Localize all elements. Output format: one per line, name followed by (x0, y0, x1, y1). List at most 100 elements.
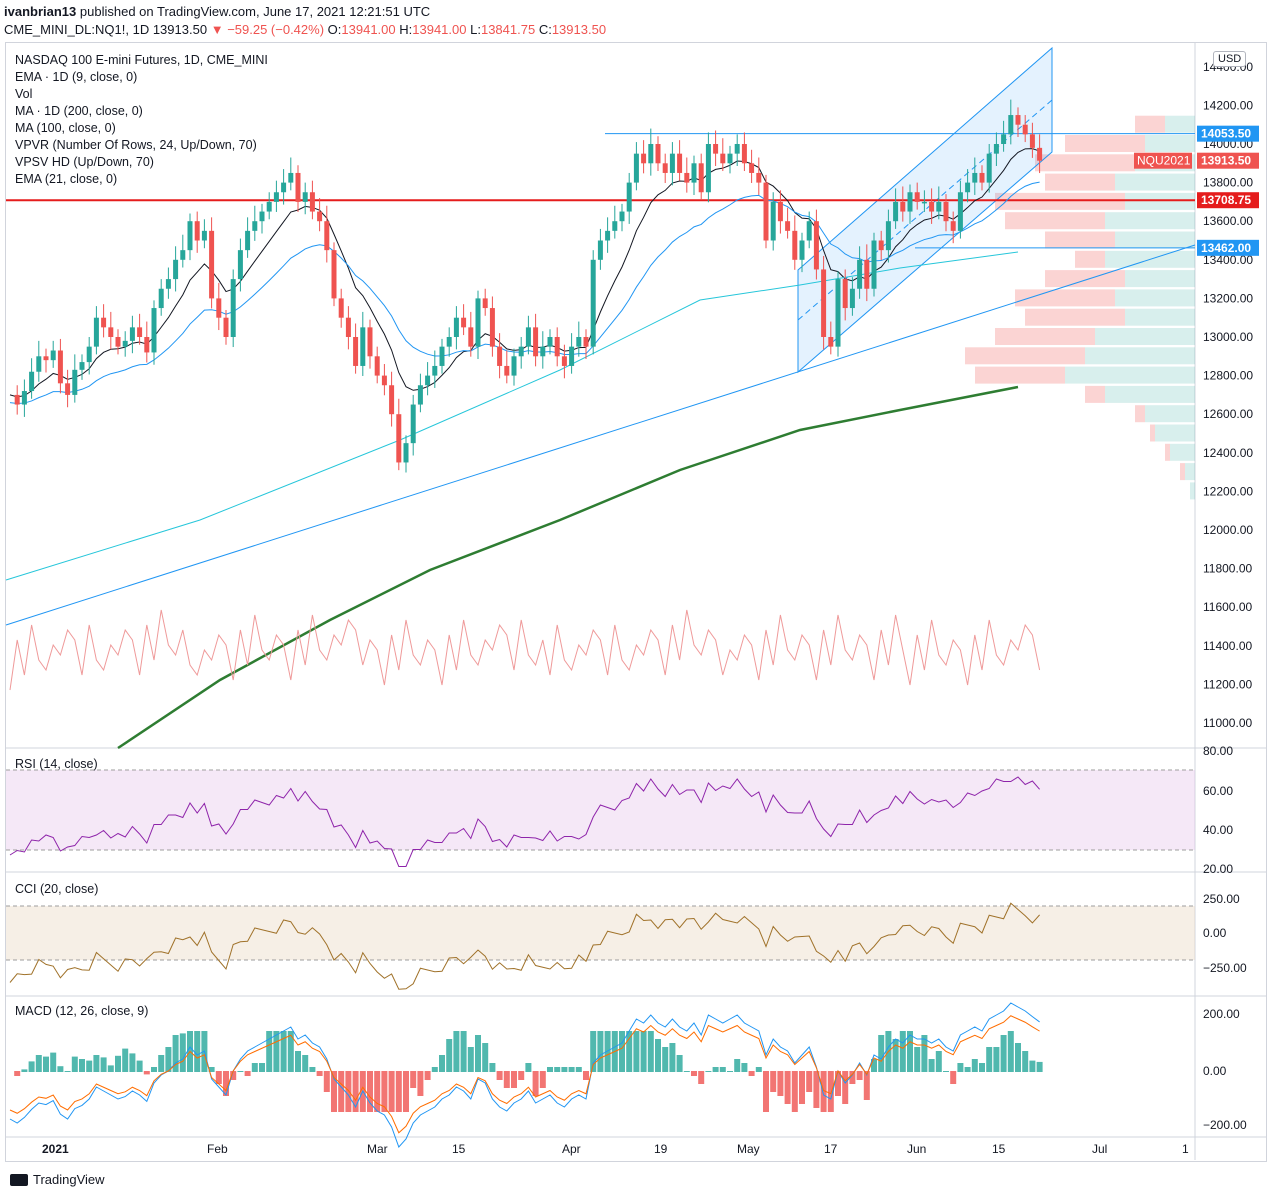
vpvr-down-bar (1015, 289, 1115, 307)
candle-body (475, 298, 481, 347)
candle-body (590, 259, 596, 347)
vpvr-down-bar (1045, 231, 1115, 249)
published-text: published on TradingView.com, June 17, 2… (79, 4, 431, 19)
vpvr-down-bar (995, 192, 1125, 210)
candle-body (482, 298, 488, 309)
cci-pane-title[interactable]: CCI (20, close) (15, 882, 99, 896)
macd-hist-bar (979, 1063, 985, 1072)
macd-hist-bar (986, 1047, 993, 1072)
macd-pane-title[interactable]: MACD (12, 26, close, 9) (15, 1004, 149, 1018)
legend-vpvr[interactable]: VPVR (Number Of Rows, 24, Up/Down, 70) (15, 138, 257, 152)
candle-body (180, 250, 186, 260)
macd-hist-bar (626, 1031, 633, 1072)
candle-body (655, 144, 661, 164)
vpvr-up-bar (1165, 115, 1195, 133)
tradingview-brand: TradingView (33, 1172, 105, 1187)
candle-body (511, 356, 517, 376)
legend-ma100[interactable]: MA (100, close, 0) (15, 121, 116, 135)
candle-body (792, 230, 798, 260)
candle-body (972, 172, 978, 183)
candle-body (813, 221, 819, 270)
candle-body (777, 201, 783, 222)
candle-body (309, 192, 315, 212)
macd-hist-bar (345, 1071, 352, 1112)
rsi-tick: 20.00 (1203, 862, 1233, 876)
candle-body (583, 337, 589, 347)
low-label: L: (470, 22, 481, 37)
ma100-line (5, 251, 1019, 581)
legend-ema9[interactable]: EMA · 1D (9, close, 0) (15, 70, 138, 84)
time-tick-label: Jun (907, 1142, 926, 1156)
time-tick-label: Feb (207, 1142, 228, 1156)
candle-body (957, 192, 963, 231)
macd-hist-bar (748, 1071, 755, 1076)
candle-body (65, 383, 71, 395)
symbol-name[interactable]: CME_MINI_DL:NQ1!, 1D (4, 22, 150, 37)
candle-body (158, 288, 164, 309)
vpvr-up-bar (1115, 231, 1195, 249)
macd-hist-bar (547, 1067, 553, 1072)
macd-hist-bar (302, 1055, 309, 1072)
vpvr-up-bar (1115, 289, 1195, 307)
vpvr-down-bar (1135, 405, 1145, 423)
candle-body (317, 211, 323, 222)
macd-hist-bar (921, 1035, 928, 1072)
currency-badge[interactable]: USD (1213, 51, 1247, 67)
macd-hist-bar (230, 1071, 237, 1080)
candle-body (187, 221, 193, 251)
vpvr-down-bar (1005, 212, 1105, 230)
legend-main-series[interactable]: NASDAQ 100 E-mini Futures, 1D, CME_MINI (15, 53, 268, 67)
tradingview-logo[interactable]: TradingView (10, 1172, 105, 1187)
ma200-line (117, 385, 1019, 750)
candle-body (439, 346, 445, 366)
price-tick-label: 13400.00 (1203, 253, 1253, 267)
macd-hist-bar (107, 1065, 114, 1072)
macd-hist-bar (143, 1071, 150, 1075)
candle-body (173, 259, 179, 280)
price-label-bg (1197, 192, 1259, 209)
macd-hist-bar (943, 1071, 949, 1072)
vpvr-up-bar (1125, 308, 1195, 326)
legend-ma200[interactable]: MA · 1D (200, close, 0) (15, 104, 143, 118)
candle-body (396, 414, 402, 463)
rsi-pane-title[interactable]: RSI (14, close) (15, 757, 98, 771)
vpvr-up-bar (1105, 212, 1195, 230)
vpvr-down-bar (1150, 424, 1155, 442)
rising-channel (797, 46, 1053, 374)
candle-body (871, 240, 877, 289)
candle-body (79, 362, 85, 370)
macd-hist-bar (971, 1059, 978, 1072)
candle-body (216, 298, 222, 318)
candle-body (86, 346, 92, 363)
price-label-series-bg (1134, 152, 1192, 169)
macd-hist-bar (892, 1039, 899, 1072)
candle-body (885, 221, 891, 251)
macd-hist-bar (453, 1031, 460, 1072)
publisher-name[interactable]: ivanbrian13 (4, 4, 77, 19)
legend-ema21[interactable]: EMA (21, close, 0) (15, 172, 118, 186)
price-change: −59.25 (−0.42%) (227, 22, 325, 37)
time-tick-label: 15 (452, 1142, 466, 1156)
macd-hist-bar (489, 1063, 496, 1072)
candle-body (986, 153, 992, 183)
candle-body (749, 163, 755, 173)
legend-volume[interactable]: Vol (15, 87, 33, 101)
candle-body (540, 346, 546, 357)
vpvr-down-bar (1135, 115, 1165, 133)
price-label-value: 14053.50 (1201, 127, 1251, 141)
macd-hist-bar (1022, 1051, 1029, 1072)
candle-body (122, 340, 128, 347)
vpvr-down-bar (1165, 443, 1170, 461)
macd-hist-bar (446, 1039, 453, 1072)
macd-hist-bar (374, 1071, 381, 1112)
candle-body (713, 144, 719, 154)
price-label-bg (1197, 125, 1259, 142)
macd-hist-bar (266, 1031, 273, 1072)
vpvr-down-bar (1045, 173, 1115, 191)
vpvr-up-bar (1085, 347, 1195, 365)
legend-vpsv[interactable]: VPSV HD (Up/Down, 70) (15, 155, 154, 169)
macd-hist-bar (662, 1047, 669, 1072)
candle-body (900, 201, 906, 212)
macd-hist-bar (698, 1071, 705, 1084)
